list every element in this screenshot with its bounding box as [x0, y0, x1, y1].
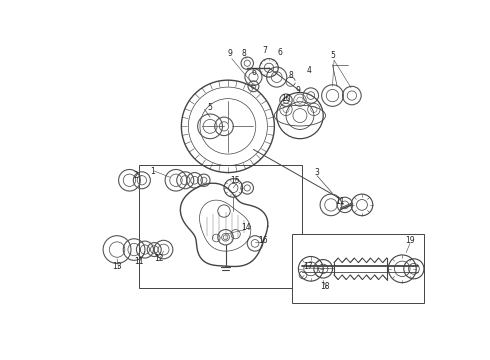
Text: 5: 5 [208, 103, 213, 112]
Text: 17: 17 [303, 262, 313, 271]
Text: 10: 10 [281, 94, 291, 103]
Text: 12: 12 [154, 254, 164, 263]
Text: 4: 4 [307, 66, 312, 75]
Text: 6: 6 [277, 48, 282, 57]
Text: 18: 18 [320, 282, 329, 291]
Bar [292, 234, 424, 303]
Text: 1: 1 [150, 167, 155, 176]
Text: 9: 9 [296, 86, 301, 95]
Text: 11: 11 [336, 197, 345, 206]
Text: 3: 3 [315, 168, 319, 177]
Text: 13: 13 [112, 262, 122, 271]
Text: 19: 19 [405, 236, 415, 245]
Text: 15: 15 [230, 176, 240, 185]
Text: 9: 9 [228, 49, 233, 58]
Text: 6: 6 [251, 68, 256, 77]
Text: 5: 5 [330, 51, 335, 60]
Text: 7: 7 [262, 46, 267, 55]
Text: 16: 16 [258, 236, 268, 245]
Text: 8: 8 [288, 71, 293, 80]
Text: 11: 11 [134, 257, 144, 266]
Text: 14: 14 [241, 224, 250, 233]
Bar [139, 165, 301, 288]
Text: 8: 8 [242, 49, 246, 58]
Text: 2: 2 [133, 171, 138, 180]
